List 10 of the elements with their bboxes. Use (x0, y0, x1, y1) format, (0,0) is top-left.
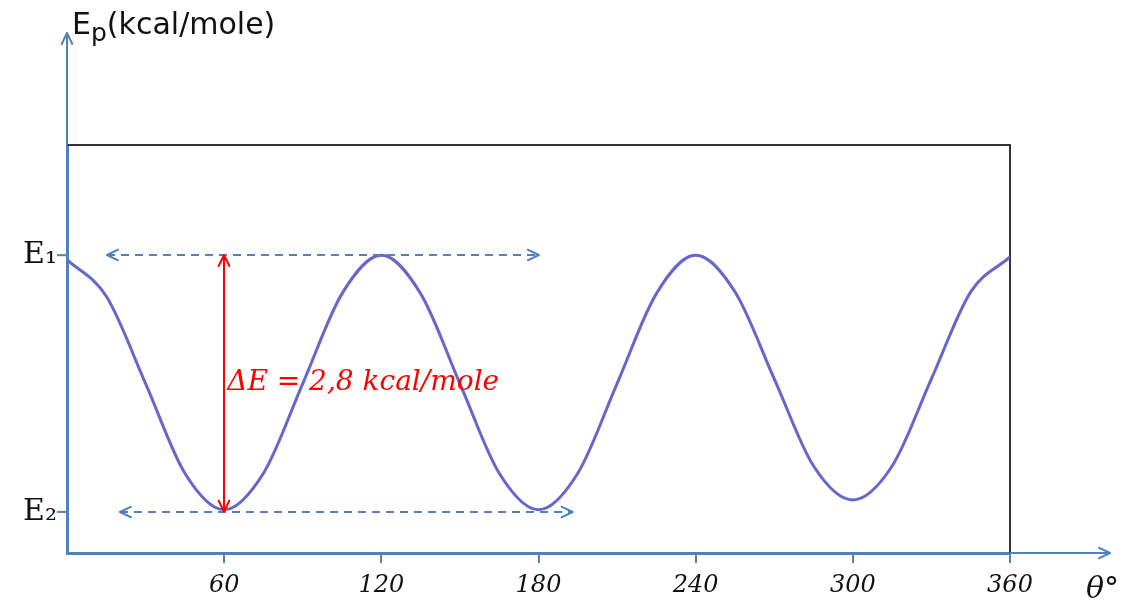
x-tick-label: 300 (829, 569, 876, 598)
x-tick-label: 60 (208, 569, 240, 598)
x-tick-label: 180 (515, 569, 562, 598)
x-tick-label: 360 (987, 569, 1033, 598)
ref-line-label: E₁ (23, 234, 57, 270)
ref-line-label: E₂ (23, 491, 57, 527)
x-axis-title: θ° (1086, 570, 1120, 605)
x-tick-label: 240 (671, 569, 719, 598)
x-tick-label: 120 (358, 569, 405, 598)
text: E$_{p}$(kcal/mole) (72, 6, 276, 47)
